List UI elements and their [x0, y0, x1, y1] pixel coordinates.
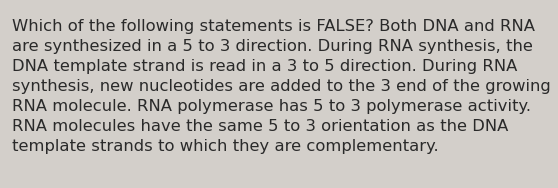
Text: Which of the following statements is FALSE? Both DNA and RNA
are synthesized in : Which of the following statements is FAL… — [12, 19, 551, 154]
